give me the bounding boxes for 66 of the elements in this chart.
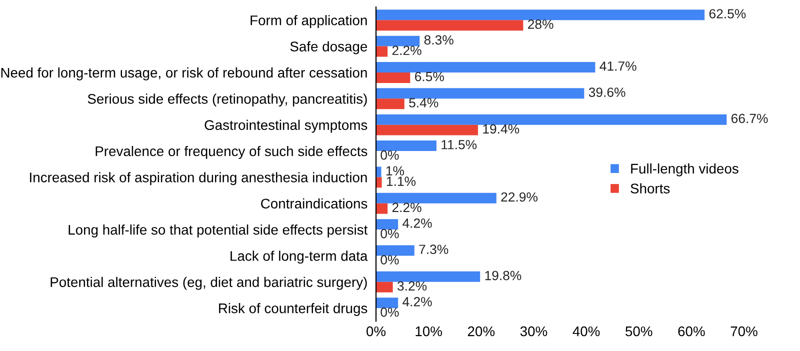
- x-tick-label: 30%: [520, 326, 548, 336]
- data-label: 1.1%: [386, 176, 416, 186]
- bar: [376, 114, 727, 125]
- data-label: 19.8%: [485, 270, 522, 280]
- y-tick-label: Form of application: [250, 15, 367, 28]
- y-tick-label: Increased risk of aspiration during anesthesia induction: [30, 172, 367, 186]
- data-label: 19.4%: [483, 124, 520, 134]
- data-label: 1%: [386, 166, 404, 176]
- bar: [376, 203, 388, 214]
- y-tick-label: Risk of counterfeit drugs: [219, 303, 368, 316]
- data-label: 39.6%: [588, 88, 626, 97]
- data-label: 6.5%: [415, 72, 444, 82]
- y-tick-label: Need for long-term usage, or risk of rebound after cessation: [1, 67, 367, 80]
- data-label: 66.7%: [731, 114, 768, 124]
- x-tick-label: 70%: [730, 326, 758, 336]
- data-label: 0%: [380, 228, 399, 238]
- data-label: 4.2%: [402, 218, 432, 228]
- data-label: 5.4%: [409, 98, 438, 108]
- x-tick-label: 50%: [626, 326, 652, 336]
- data-label: 0%: [380, 150, 399, 160]
- x-tick-label: 10%: [416, 326, 442, 336]
- x-tick-label: 0%: [366, 326, 386, 336]
- bar: [376, 36, 420, 46]
- y-tick-label: Potential alternatives (eg, diet and bariatric surgery): [50, 276, 367, 290]
- bar: [376, 124, 478, 136]
- bar: [376, 46, 388, 57]
- data-label: 62.5%: [709, 9, 746, 18]
- data-label: 2.2%: [392, 46, 422, 56]
- y-tick-label: Contraindications: [261, 198, 368, 209]
- bar: [376, 62, 596, 72]
- y-tick-label: Safe dosage: [290, 41, 368, 54]
- bar: [376, 282, 393, 292]
- legend-label: Full-length videos: [631, 163, 738, 176]
- bar: [376, 140, 436, 152]
- y-tick-label: Long half-life so that potential side effects persist: [68, 224, 368, 238]
- bar: [376, 245, 414, 256]
- bar: [376, 10, 705, 20]
- y-tick-label: Serious side effects (retinopathy, pancreatitis): [88, 94, 367, 107]
- data-label: 41.7%: [600, 61, 636, 71]
- data-label: 4.2%: [402, 297, 432, 306]
- data-label: 8.3%: [424, 35, 454, 45]
- legend-label: Shorts: [630, 183, 670, 194]
- bar: [376, 177, 382, 188]
- data-label: 0%: [380, 308, 399, 317]
- x-tick-label: 40%: [572, 326, 600, 336]
- data-label: 22.9%: [501, 192, 538, 202]
- bar: [376, 88, 584, 99]
- x-tick-label: 20%: [468, 326, 495, 336]
- data-label: 28%: [528, 20, 554, 29]
- data-label: 7.3%: [419, 244, 448, 254]
- bar: [376, 271, 480, 282]
- bar: [376, 166, 382, 178]
- data-label: 2.2%: [392, 202, 422, 212]
- bar: [376, 219, 398, 230]
- data-label: 3.2%: [397, 281, 427, 291]
- y-tick-label: Gastrointestinal symptoms: [204, 120, 368, 133]
- bar: [376, 20, 524, 31]
- y-tick-label: Lack of long-term data: [230, 250, 368, 264]
- bar: [376, 72, 410, 83]
- bar: [376, 98, 404, 110]
- bar: [376, 298, 398, 308]
- data-label: 0%: [380, 255, 399, 264]
- x-tick-label: 60%: [678, 326, 705, 336]
- bar: [376, 192, 496, 204]
- y-tick-label: Prevalence or frequency of such side effects: [96, 146, 368, 159]
- data-label: 11.5%: [442, 140, 477, 150]
